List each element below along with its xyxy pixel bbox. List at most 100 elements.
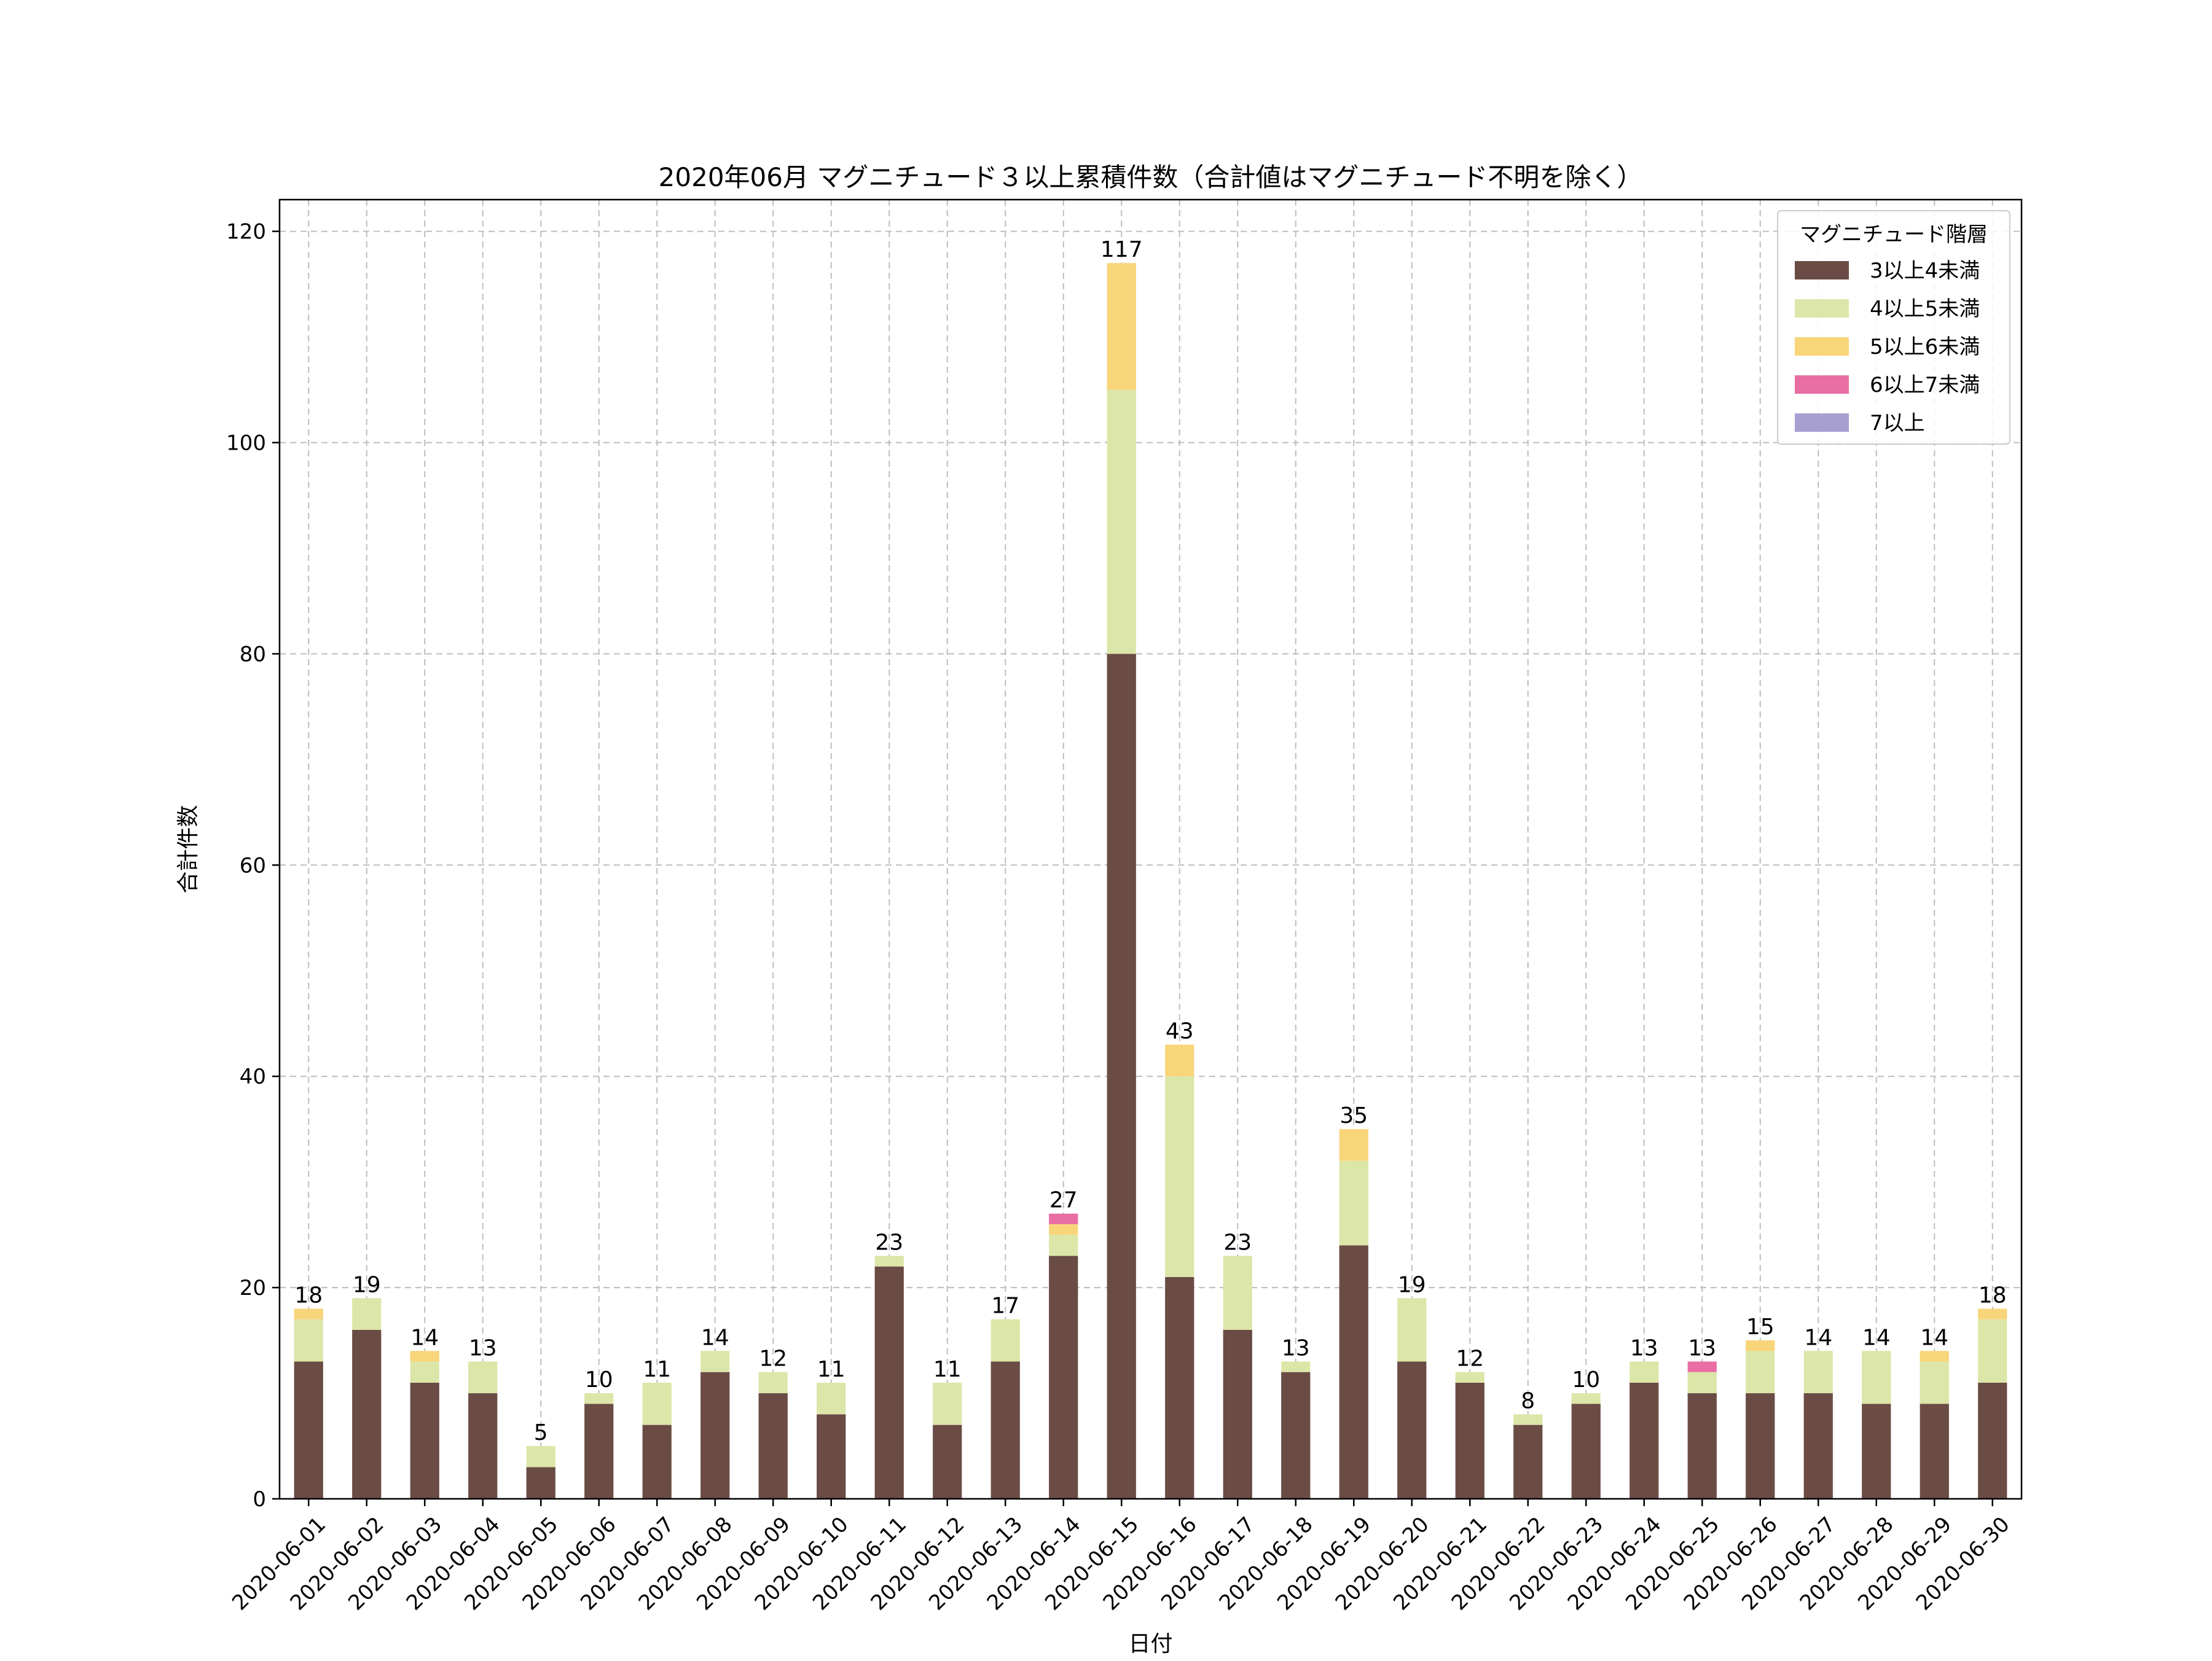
bar-total-labels: 18 19 14 13 5 10 11 14 12 11 23 11 17 27 117 43 23 13 35 19…: [294, 237, 2006, 1445]
y-axis-label: 合計件数: [176, 805, 201, 893]
bar-total-label: 117: [1100, 237, 1143, 262]
bar-total-label: 35: [1339, 1103, 1368, 1128]
bar-segment: [294, 1319, 323, 1362]
bar-segment: [1049, 1224, 1078, 1235]
bar-segment: [352, 1329, 382, 1499]
chart-title: 2020年06月 マグニチュード３以上累積件数（合計値はマグニチュード不明を除く…: [659, 162, 1643, 192]
bar-total-label: 23: [875, 1230, 903, 1256]
bar-total-label: 12: [1456, 1346, 1484, 1372]
bar-segment: [758, 1372, 788, 1394]
legend-title: マグニチュード階層: [1800, 222, 1988, 247]
bar-segment: [1978, 1319, 2007, 1383]
bar-segment: [1397, 1298, 1427, 1362]
bar-segment: [1687, 1361, 1717, 1372]
legend-item: 5以上6未満: [1795, 335, 1980, 359]
bar-segment: [700, 1351, 730, 1372]
bars: [294, 263, 2007, 1499]
y-tick-label: 120: [226, 220, 266, 244]
legend-swatch: [1795, 337, 1849, 356]
bar-segment: [1397, 1361, 1427, 1499]
bar-segment: [584, 1404, 614, 1499]
y-tick-label: 20: [240, 1276, 266, 1300]
bar-total-label: 13: [469, 1335, 497, 1361]
bar-total-label: 10: [585, 1367, 613, 1393]
legend-label: 6以上7未満: [1870, 373, 1980, 397]
bar-segment: [1571, 1404, 1601, 1499]
y-tick-label: 40: [240, 1065, 266, 1089]
bar-segment: [642, 1382, 672, 1425]
bar-total-label: 14: [1920, 1325, 1948, 1350]
bar-segment: [410, 1351, 439, 1362]
legend-swatch: [1795, 375, 1849, 394]
bar-total-label: 17: [991, 1294, 1019, 1319]
bar-segment: [1223, 1256, 1252, 1330]
legend-item: 4以上5未満: [1795, 297, 1980, 321]
bar-segment: [1165, 1044, 1194, 1077]
bar-total-label: 15: [1746, 1315, 1775, 1340]
bar-segment: [642, 1425, 672, 1499]
bar-total-label: 13: [1282, 1335, 1310, 1361]
bar-segment: [294, 1361, 323, 1499]
bar-total-label: 27: [1049, 1188, 1078, 1213]
bar-segment: [1746, 1351, 1775, 1394]
bar-total-label: 14: [701, 1325, 729, 1350]
bar-segment: [1746, 1340, 1775, 1351]
bar-segment: [1803, 1393, 1833, 1499]
bar-segment: [758, 1393, 788, 1499]
bar-segment: [990, 1319, 1020, 1362]
y-tick-label: 0: [253, 1487, 266, 1512]
bar-segment: [1049, 1213, 1078, 1224]
y-tick-label: 100: [226, 431, 266, 455]
bar-segment: [1281, 1372, 1311, 1499]
bar-segment: [468, 1393, 498, 1499]
bar-segment: [410, 1361, 439, 1383]
bar-total-label: 11: [933, 1357, 962, 1382]
bar-segment: [1803, 1351, 1833, 1394]
grid-lines: [280, 200, 2022, 1499]
bar-segment: [1513, 1414, 1543, 1425]
bar-segment: [1862, 1351, 1891, 1404]
bar-segment: [1339, 1129, 1368, 1161]
plot-frame: [278, 198, 2023, 1500]
bar-segment: [990, 1361, 1020, 1499]
bar-total-label: 19: [1398, 1272, 1426, 1297]
bar-segment: [352, 1298, 382, 1330]
bar-segment: [1978, 1382, 2007, 1499]
bar-segment: [1223, 1329, 1252, 1499]
bar-segment: [1049, 1256, 1078, 1499]
legend-label: 4以上5未満: [1870, 297, 1980, 321]
y-axis-ticks: 0 20 40 60 80 100 120: [226, 220, 280, 1512]
bar-total-label: 8: [1521, 1388, 1535, 1413]
bar-segment: [1630, 1361, 1659, 1383]
bar-segment: [1165, 1076, 1194, 1277]
bar-segment: [294, 1308, 323, 1319]
bar-total-label: 11: [817, 1357, 845, 1382]
legend-label: 5以上6未満: [1870, 335, 1980, 359]
bar-segment: [1339, 1245, 1368, 1499]
bar-segment: [817, 1414, 846, 1499]
bar-total-label: 5: [534, 1420, 548, 1445]
legend-swatch: [1795, 299, 1849, 318]
bar-segment: [1513, 1425, 1543, 1499]
bar-segment: [933, 1425, 962, 1499]
bar-segment: [874, 1256, 904, 1267]
bar-total-label: 14: [410, 1325, 439, 1350]
legend-items: 3以上4未満 4以上5未満 5以上6未満 6以上7未満 7以上: [1795, 259, 1980, 436]
bar-segment: [1049, 1235, 1078, 1256]
bar-segment: [700, 1372, 730, 1499]
bar-total-label: 14: [1804, 1325, 1832, 1350]
bar-segment: [1107, 654, 1136, 1499]
y-tick-label: 80: [240, 642, 266, 666]
bar-segment: [1571, 1393, 1601, 1404]
bar-segment: [1920, 1351, 1949, 1362]
bar-segment: [1920, 1361, 1949, 1404]
bar-segment: [1339, 1160, 1368, 1246]
y-tick-label: 60: [240, 853, 266, 878]
bar-segment: [1920, 1404, 1949, 1499]
legend-item: 6以上7未満: [1795, 373, 1980, 397]
bar-segment: [933, 1382, 962, 1425]
bar-segment: [410, 1382, 439, 1499]
legend: マグニチュード階層 3以上4未満 4以上5未満 5以上6未満 6以上7未満 7以上: [1777, 210, 2010, 445]
bar-total-label: 14: [1862, 1325, 1891, 1350]
